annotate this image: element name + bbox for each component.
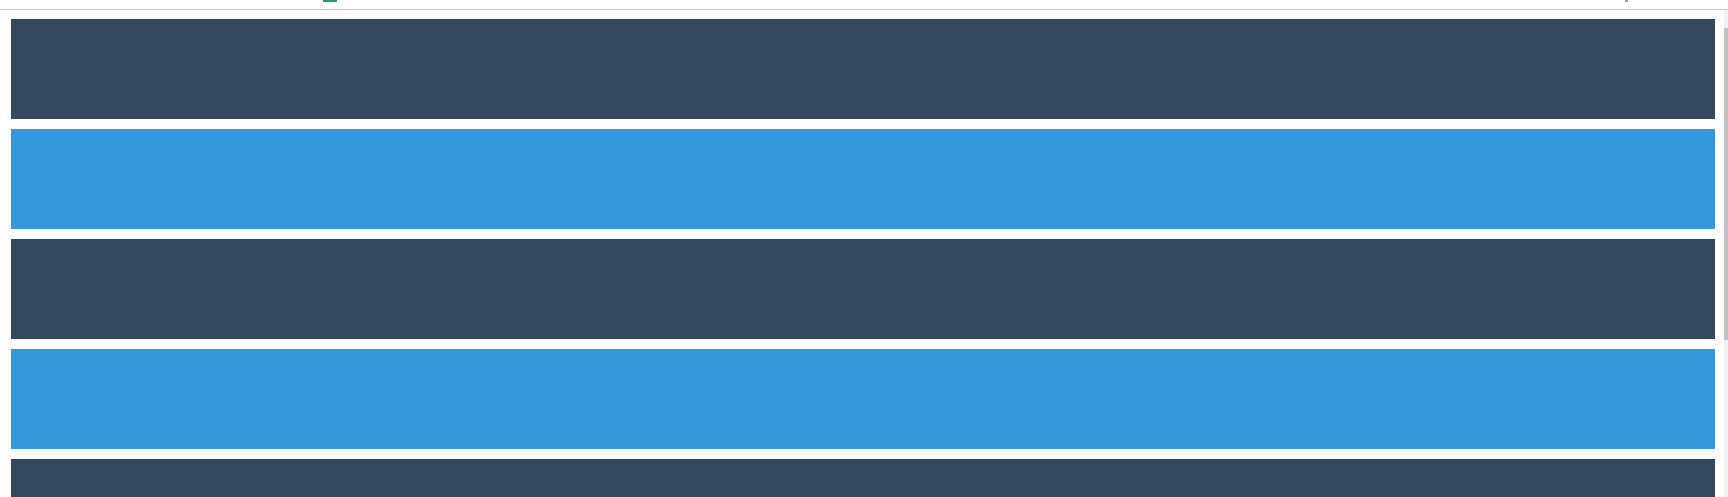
blue-bar-2 — [11, 349, 1715, 449]
toolbar-edge-mark — [1625, 0, 1628, 2]
bar-list — [11, 19, 1715, 497]
vertical-scrollbar-thumb[interactable] — [1724, 28, 1728, 340]
browser-top-strip — [0, 0, 1728, 10]
dark-bar-3 — [11, 459, 1715, 497]
page-viewport — [0, 10, 1728, 497]
tab-indicator-icon — [323, 0, 337, 2]
dark-bar-2 — [11, 239, 1715, 339]
blue-bar-1 — [11, 129, 1715, 229]
dark-bar-1 — [11, 19, 1715, 119]
